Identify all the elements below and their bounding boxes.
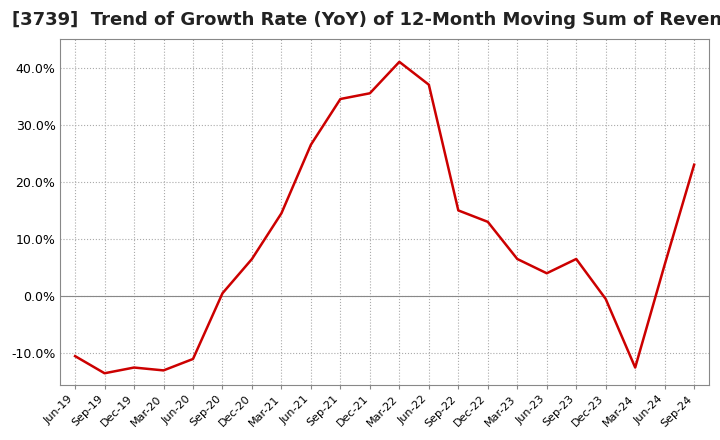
Title: [3739]  Trend of Growth Rate (YoY) of 12-Month Moving Sum of Revenues: [3739] Trend of Growth Rate (YoY) of 12-… — [12, 11, 720, 29]
